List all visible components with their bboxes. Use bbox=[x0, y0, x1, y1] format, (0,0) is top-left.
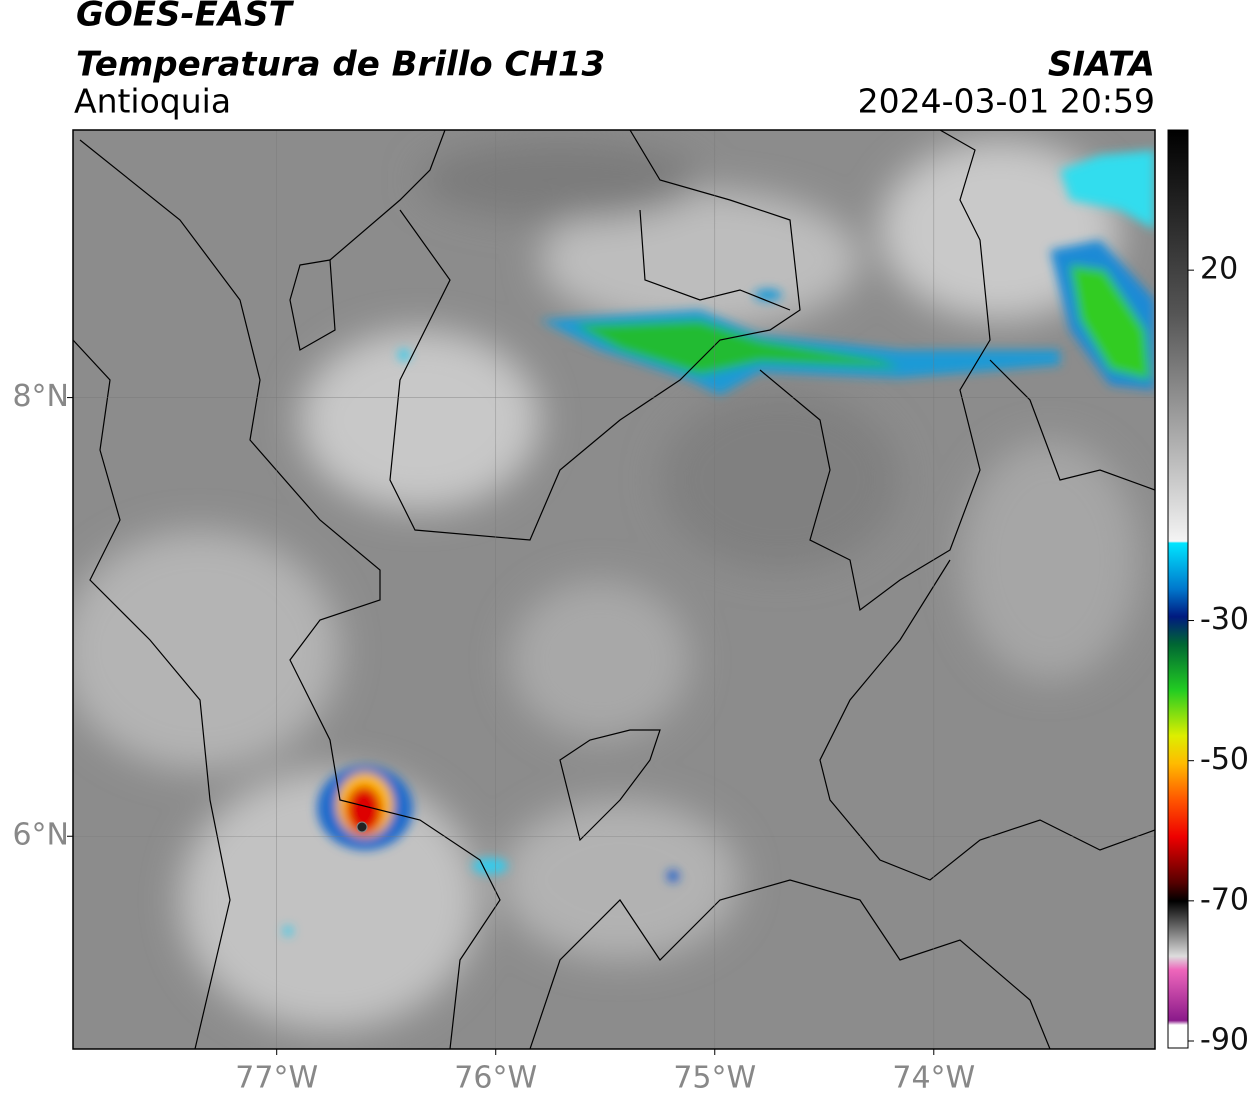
colorbar-label: -50 bbox=[1200, 742, 1249, 777]
datetime: 2024-03-01 20:59 bbox=[858, 82, 1155, 121]
x-tick-label: 75°W bbox=[673, 1061, 756, 1096]
colorbar-label: -30 bbox=[1200, 602, 1249, 637]
y-tick-label: 8°N bbox=[12, 379, 69, 414]
y-tick-label: 6°N bbox=[12, 818, 69, 853]
colorbar bbox=[1167, 129, 1189, 1049]
x-tick-label: 74°W bbox=[892, 1061, 975, 1096]
x-tick-label: 76°W bbox=[454, 1061, 537, 1096]
x-tick-label: 77°W bbox=[235, 1061, 318, 1096]
region: Antioquia bbox=[74, 82, 231, 121]
colorbar-label: 20 bbox=[1200, 252, 1238, 287]
map-frame bbox=[72, 129, 1156, 1050]
source: SIATA bbox=[1048, 45, 1155, 85]
imagery bbox=[73, 130, 1155, 1049]
colorbar-label: -70 bbox=[1200, 882, 1249, 917]
title: GOES-EAST bbox=[76, 0, 295, 35]
colorbar-label: -90 bbox=[1200, 1022, 1249, 1057]
subtitle: Temperatura de Brillo CH13 bbox=[76, 45, 605, 85]
grid bbox=[73, 130, 1155, 1049]
